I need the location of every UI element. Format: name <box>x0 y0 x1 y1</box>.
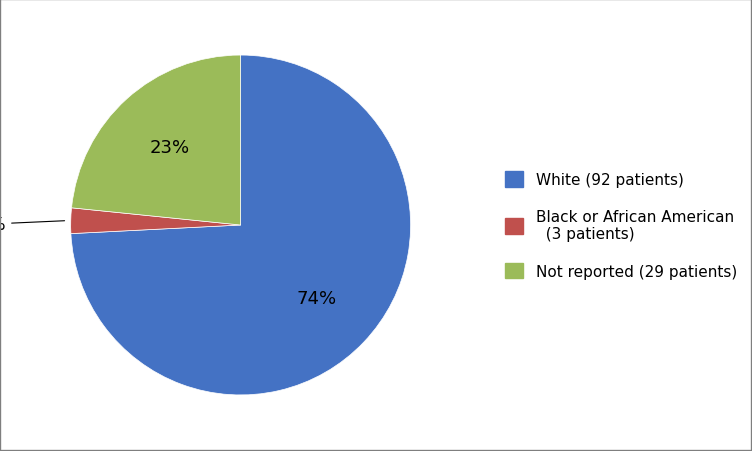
Wedge shape <box>71 208 241 234</box>
Legend: White (92 patients), Black or African American
  (3 patients), Not reported (29 : White (92 patients), Black or African Am… <box>505 172 737 279</box>
Wedge shape <box>71 56 411 395</box>
Text: 74%: 74% <box>297 289 337 307</box>
Text: 3%: 3% <box>0 216 65 234</box>
Wedge shape <box>71 56 241 226</box>
Text: 23%: 23% <box>150 138 190 156</box>
